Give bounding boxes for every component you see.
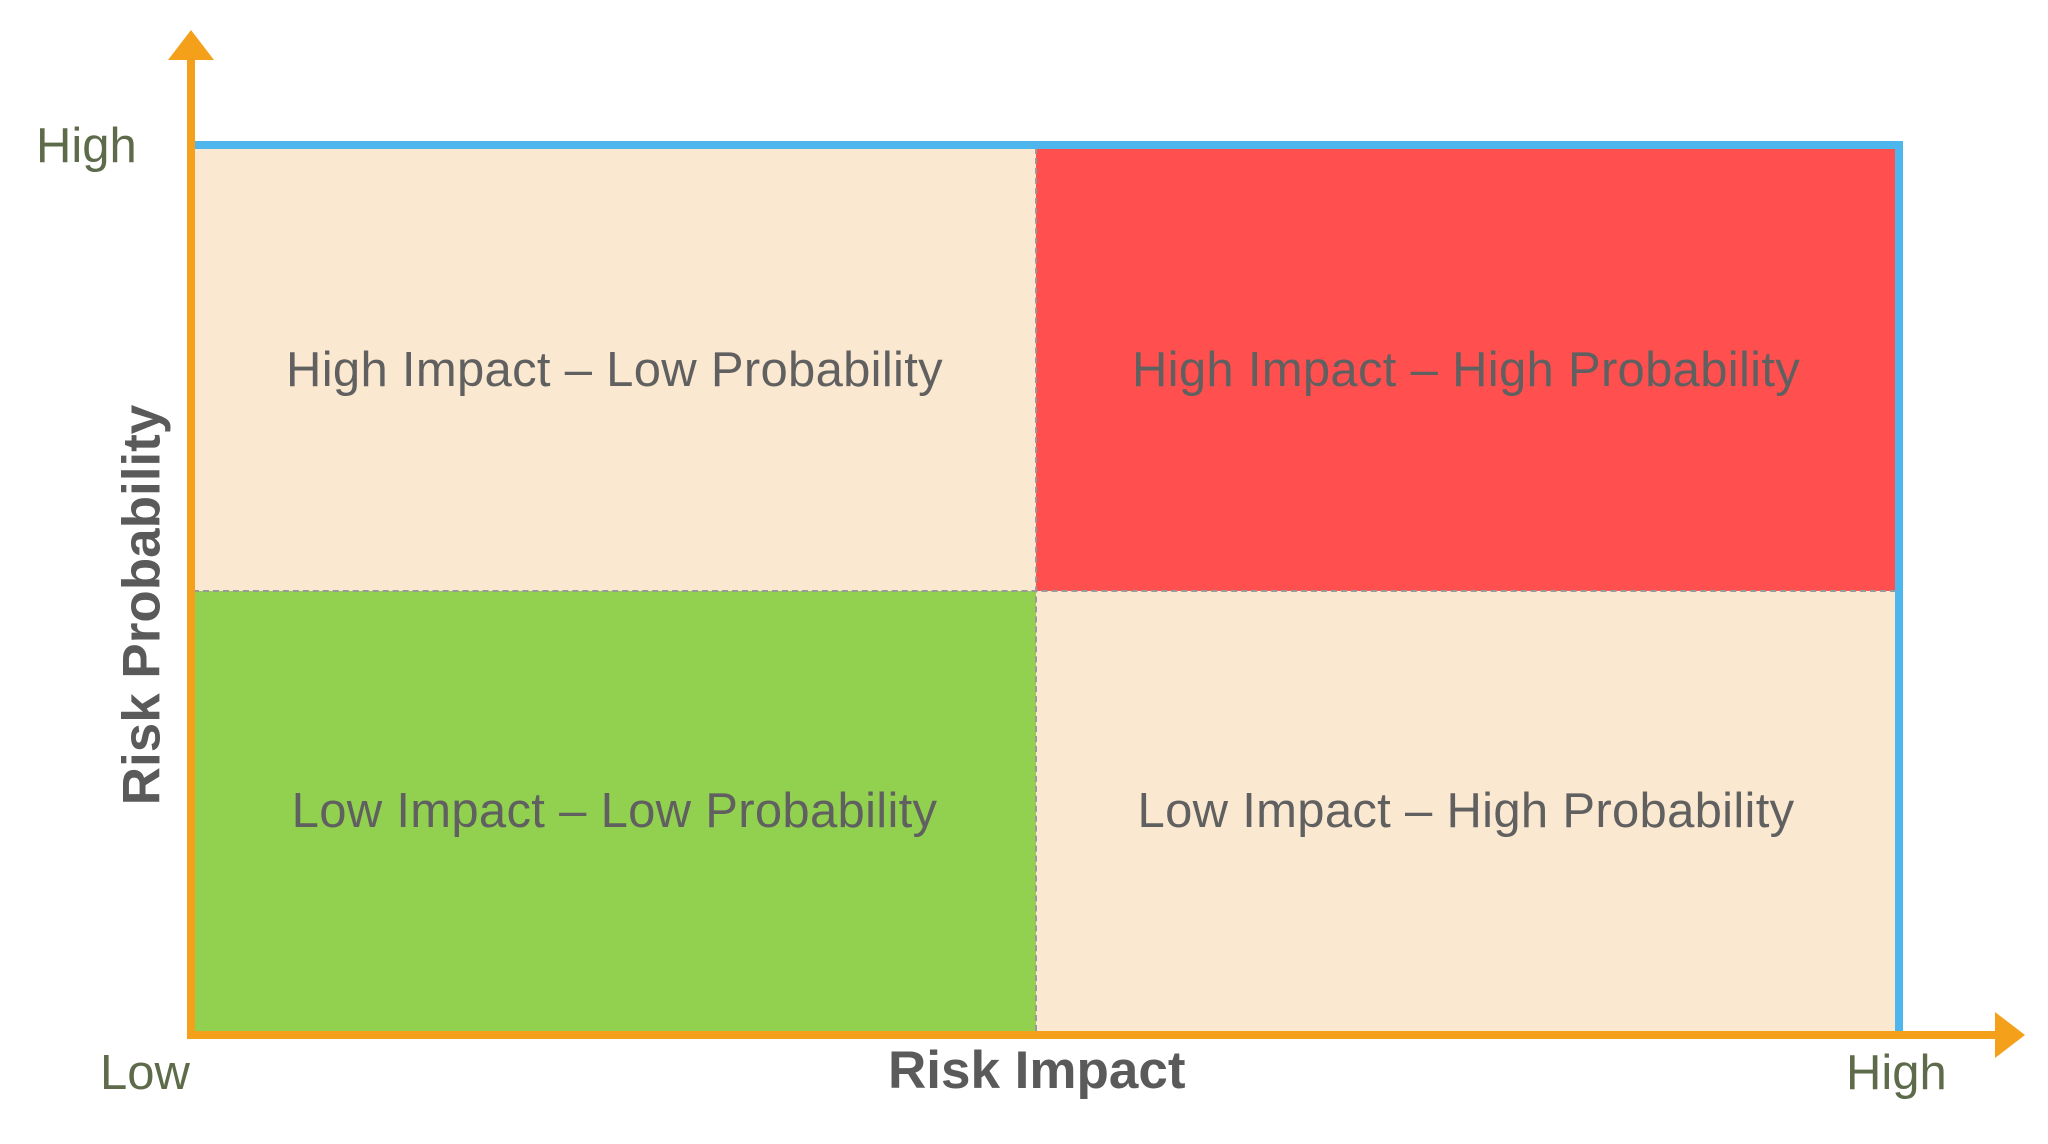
quadrant-label: Low Impact – Low Probability [291,784,938,838]
quadrant-label: Low Impact – High Probability [1137,784,1795,838]
vertical-divider [1035,148,1037,1031]
x-axis-title: Risk Impact [888,1041,1186,1100]
y-axis-high-label: High [36,119,137,173]
quadrant-low-impact-low-probability: Low Impact – Low Probability [193,591,1036,1031]
quadrant-low-impact-high-probability: Low Impact – High Probability [1036,591,1896,1031]
matrix-outline-right [1895,141,1903,1034]
quadrant-high-impact-low-probability: High Impact – Low Probability [193,148,1036,591]
quadrant-high-impact-high-probability: High Impact – High Probability [1036,148,1896,591]
y-axis-arrowhead [168,30,214,60]
horizontal-divider [193,590,1896,592]
y-axis-title: Risk Probability [112,404,172,806]
matrix-outline-top [190,141,1903,149]
x-axis-low-label: Low [100,1046,190,1100]
x-axis-arrowhead [1995,1012,2025,1058]
quadrant-label: High Impact – Low Probability [286,342,943,397]
x-axis-high-label: High [1846,1046,1947,1100]
quadrant-label: High Impact – High Probability [1131,342,1801,397]
